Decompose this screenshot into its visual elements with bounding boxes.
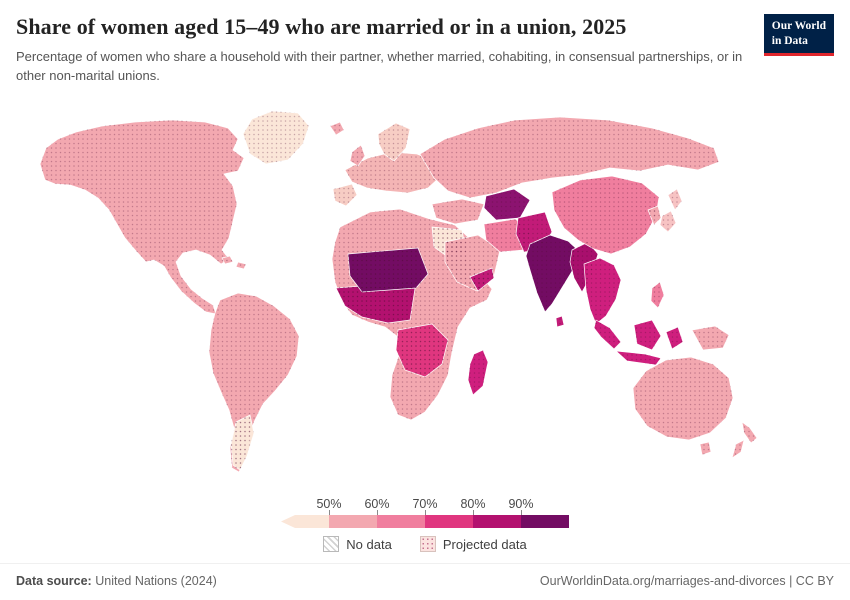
legend-tickmark [377, 510, 378, 515]
legend-tickmark [473, 510, 474, 515]
footer: Data source: United Nations (2024) OurWo… [0, 563, 850, 600]
map-legend: 50% 60% 70% 80% 90% No data Projected data [0, 497, 850, 552]
projected-data-swatch [419, 536, 436, 552]
legend-flags: No data Projected data [323, 536, 527, 552]
legend-tick-label: 90% [508, 497, 534, 511]
legend-tick-label: 60% [364, 497, 390, 511]
legend-segment [329, 515, 377, 528]
page-subtitle: Percentage of women who share a househol… [16, 49, 743, 83]
legend-no-data: No data [323, 536, 392, 552]
legend-tickmark [521, 510, 522, 515]
legend-bar[interactable] [281, 510, 569, 528]
legend-tick-label: 50% [316, 497, 342, 511]
no-data-swatch [323, 536, 340, 552]
legend-tick-label: 80% [460, 497, 486, 511]
projected-data-label: Projected data [442, 536, 527, 552]
legend-segment [425, 515, 473, 528]
legend-tick-label: 70% [412, 497, 438, 511]
legend-segment [377, 515, 425, 528]
legend-tickmark [329, 510, 330, 515]
credit-link[interactable]: OurWorldinData.org/marriages-and-divorce… [539, 574, 834, 588]
map-container [0, 92, 850, 487]
owid-logo[interactable]: Our World in Data [763, 14, 834, 56]
owid-logo-line1: Our World [771, 20, 826, 32]
legend-segment [521, 515, 569, 528]
data-source: Data source: United Nations (2024) [16, 574, 217, 588]
page-title: Share of women aged 15–49 who are marrie… [16, 14, 627, 39]
projected-data-dots-overlay [40, 110, 757, 472]
no-data-label: No data [346, 536, 392, 552]
data-source-text: United Nations (2024) [95, 574, 217, 588]
legend-segment [473, 515, 521, 528]
header: Share of women aged 15–49 who are marrie… [0, 0, 850, 86]
legend-projected-data: Projected data [419, 536, 527, 552]
legend-tickmark [425, 510, 426, 515]
data-source-label: Data source: [16, 574, 92, 588]
owid-logo-line2: in Data [771, 34, 808, 47]
legend-tick-labels: 50% 60% 70% 80% 90% [281, 497, 569, 513]
world-map [39, 110, 758, 473]
legend-segment [281, 515, 329, 528]
